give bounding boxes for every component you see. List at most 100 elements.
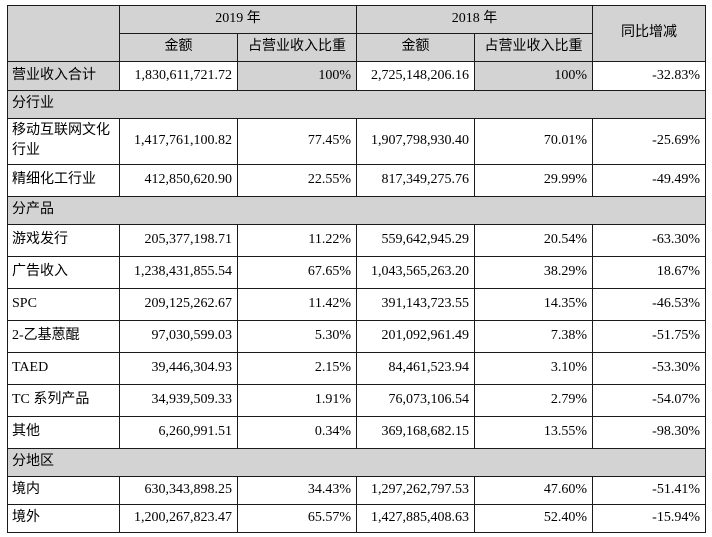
header-row-years: 2019 年 2018 年 同比增减 [7,5,706,62]
table-row: TC 系列产品 34,939,509.33 1.91% 76,073,106.54 2.… [7,383,706,417]
yoy-cell: -53.30% [592,351,706,385]
yoy-cell: -54.07% [592,383,706,417]
amount-2018-cell: 817,349,275.76 [356,163,475,197]
table-row: SPC 209,125,262.67 11.42% 391,143,723.55 14.… [7,287,706,321]
section-label: 分行业 [7,90,706,119]
table-body: 2019 年 2018 年 同比增减 金额 占营业收入比重 金额 占营业收入比重… [7,5,706,533]
row-label-cell: 2-乙基蒽醌 [7,319,120,353]
table-row: 其他 6,260,991.51 0.34% 369,168,682.15 13.55% -… [7,415,706,449]
ratio-2018-cell: 70.01% [474,118,593,165]
ratio-2018-cell: 47.60% [474,475,593,505]
amount-2018-cell: 1,427,885,408.63 [356,503,475,533]
amount-2018-cell: 391,143,723.55 [356,287,475,321]
amount-2019-cell: 1,417,761,100.82 [119,118,238,165]
yoy-header: 同比增减 [592,5,706,62]
corner-cell [7,5,120,62]
ratio-2019-cell: 34.43% [237,475,357,505]
table-row: 游戏发行 205,377,198.71 11.22% 559,642,945.29 20… [7,223,706,257]
row-label-cell: TC 系列产品 [7,383,120,417]
ratio-2019-cell: 2.15% [237,351,357,385]
ratio-2019-cell: 100% [237,61,357,91]
table-row: 境外 1,200,267,823.47 65.57% 1,427,885,408.63… [7,503,706,533]
table-row: 营业收入合计 1,830,611,721.72 100% 2,725,148,206.… [7,61,706,91]
section-row: 分行业 [7,90,706,119]
ratio-2018-cell: 14.35% [474,287,593,321]
row-label-cell: 其他 [7,415,120,449]
section-label: 分产品 [7,195,706,225]
year-2018-header: 2018 年 [356,5,593,34]
amount-2019-cell: 97,030,599.03 [119,319,238,353]
amount-2019-cell: 630,343,898.25 [119,475,238,505]
ratio-2018-cell: 13.55% [474,415,593,449]
yoy-cell: -51.75% [592,319,706,353]
table-row: 2-乙基蒽醌 97,030,599.03 5.30% 201,092,961.49 7.… [7,319,706,353]
ratio-2019-cell: 22.55% [237,163,357,197]
ratio-2019-cell: 5.30% [237,319,357,353]
yoy-cell: 18.67% [592,255,706,289]
amount-2018-header: 金额 [356,33,475,62]
row-label-cell: 营业收入合计 [7,61,120,91]
amount-2019-cell: 209,125,262.67 [119,287,238,321]
amount-2019-cell: 1,830,611,721.72 [119,61,238,91]
year-2019-header: 2019 年 [119,5,357,34]
ratio-2019-cell: 11.42% [237,287,357,321]
table-row: TAED 39,446,304.93 2.15% 84,461,523.94 3.10%… [7,351,706,385]
amount-2018-cell: 76,073,106.54 [356,383,475,417]
row-label-cell: SPC [7,287,120,321]
table-row: 精细化工行业 412,850,620.90 22.55% 817,349,275.76… [7,163,706,197]
amount-2018-cell: 201,092,961.49 [356,319,475,353]
amount-2019-cell: 1,238,431,855.54 [119,255,238,289]
ratio-2019-cell: 0.34% [237,415,357,449]
amount-2019-cell: 34,939,509.33 [119,383,238,417]
header-row-measures: 金额 占营业收入比重 金额 占营业收入比重 [8,33,706,62]
yoy-cell: -32.83% [592,61,706,91]
ratio-2018-cell: 29.99% [474,163,593,197]
ratio-2018-cell: 20.54% [474,223,593,257]
row-label-cell: 境内 [7,475,120,505]
row-label-cell: 移动互联网文化行业 [7,118,120,165]
yoy-cell: -49.49% [592,163,706,197]
table-row: 境内 630,343,898.25 34.43% 1,297,262,797.53 47… [7,475,706,505]
row-label-cell: 精细化工行业 [7,163,120,197]
ratio-2019-cell: 77.45% [237,118,357,165]
row-label-cell: TAED [7,351,120,385]
ratio-2018-cell: 38.29% [474,255,593,289]
ratio-2018-cell: 3.10% [474,351,593,385]
amount-2019-cell: 205,377,198.71 [119,223,238,257]
row-label-cell: 游戏发行 [7,223,120,257]
revenue-breakdown-table: 2019 年 2018 年 同比增减 金额 占营业收入比重 金额 占营业收入比重… [7,5,706,533]
ratio-2019-cell: 65.57% [237,503,357,533]
ratio-2018-cell: 100% [474,61,593,91]
section-row: 分地区 [7,447,706,477]
yoy-cell: -46.53% [592,287,706,321]
ratio-2019-cell: 11.22% [237,223,357,257]
ratio-2019-cell: 67.65% [237,255,357,289]
yoy-cell: -15.94% [592,503,706,533]
table-row: 广告收入 1,238,431,855.54 67.65% 1,043,565,263.… [7,255,706,289]
amount-2018-cell: 1,297,262,797.53 [356,475,475,505]
table-row: 移动互联网文化行业 1,417,761,100.82 77.45% 1,907,798… [7,118,706,165]
amount-2018-cell: 559,642,945.29 [356,223,475,257]
amount-2018-cell: 1,907,798,930.40 [356,118,475,165]
amount-2019-cell: 1,200,267,823.47 [119,503,238,533]
ratio-2018-cell: 52.40% [474,503,593,533]
yoy-cell: -63.30% [592,223,706,257]
ratio-2018-cell: 7.38% [474,319,593,353]
section-label: 分地区 [7,447,706,477]
amount-2018-cell: 1,043,565,263.20 [356,255,475,289]
ratio-2019-header: 占营业收入比重 [237,33,357,62]
amount-2019-cell: 39,446,304.93 [119,351,238,385]
ratio-2019-cell: 1.91% [237,383,357,417]
amount-2018-cell: 84,461,523.94 [356,351,475,385]
amount-2019-header: 金额 [119,33,238,62]
amount-2019-cell: 412,850,620.90 [119,163,238,197]
row-label-cell: 广告收入 [7,255,120,289]
amount-2019-cell: 6,260,991.51 [119,415,238,449]
yoy-cell: -51.41% [592,475,706,505]
section-row: 分产品 [7,195,706,225]
ratio-2018-cell: 2.79% [474,383,593,417]
amount-2018-cell: 369,168,682.15 [356,415,475,449]
amount-2018-cell: 2,725,148,206.16 [356,61,475,91]
yoy-cell: -98.30% [592,415,706,449]
yoy-cell: -25.69% [592,118,706,165]
